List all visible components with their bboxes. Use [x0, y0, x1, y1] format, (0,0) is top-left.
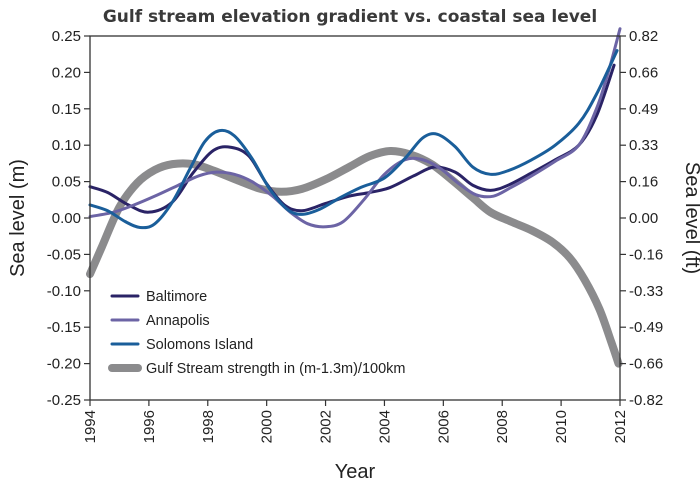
- y-tick-label-left: -0.05: [47, 246, 81, 263]
- legend-label: Gulf Stream strength in (m-1.3m)/100km: [146, 361, 405, 377]
- y-tick-label-left: 0.25: [52, 28, 81, 45]
- y-tick-label-right: -0.16: [629, 246, 663, 263]
- y-tick-label-left: 0.15: [52, 101, 81, 118]
- y-tick-label-left: 0.20: [52, 64, 81, 81]
- y-axis-title-right: Sea level (ft): [681, 162, 700, 274]
- series-line-baltimore: [88, 63, 616, 214]
- y-tick-label-left: 0.00: [52, 210, 81, 227]
- x-tick-label: 2010: [553, 410, 570, 443]
- y-tick-label-left: -0.15: [47, 319, 81, 336]
- x-tick-label: 2004: [376, 410, 393, 443]
- y-tick-label-right: 0.82: [629, 28, 658, 45]
- x-tick-label: 2012: [612, 410, 629, 443]
- y-tick-label-left: -0.25: [47, 392, 81, 409]
- y-tick-label-right: 0.66: [629, 64, 658, 81]
- y-tick-label-right: -0.33: [629, 283, 663, 300]
- series-line-solomons-island: [88, 49, 619, 230]
- y-tick-label-left: 0.05: [52, 174, 81, 191]
- x-tick-label: 2002: [318, 410, 335, 443]
- x-tick-label: 2000: [259, 410, 276, 443]
- series-line-gulf-stream-strength-in-m-1-3m-100km: [86, 147, 623, 368]
- y-tick-label-right: 0.49: [629, 101, 658, 118]
- y-tick-label-right: -0.66: [629, 356, 663, 373]
- y-tick-label-right: -0.82: [629, 392, 663, 409]
- legend-label: Baltimore: [146, 289, 207, 305]
- y-tick-label-right: 0.00: [629, 210, 658, 227]
- y-tick-label-right: 0.33: [629, 137, 658, 154]
- axis-ticks: 0.25 0.82 0.20 0.66 0.15 0.49 0.10 0.33 0.05 0.16…: [47, 28, 663, 443]
- x-axis-title: Year: [335, 461, 376, 483]
- y-axis-title-left: Sea level (m): [7, 159, 29, 277]
- series-lines: [86, 27, 623, 368]
- y-tick-label-right: 0.16: [629, 174, 658, 191]
- x-tick-label: 2006: [435, 410, 452, 443]
- legend-label: Annapolis: [146, 313, 210, 329]
- x-tick-label: 2008: [494, 410, 511, 443]
- x-tick-label: 1994: [82, 410, 99, 443]
- x-tick-label: 1996: [141, 410, 158, 443]
- legend-label: Solomons Island: [146, 337, 253, 353]
- y-tick-label-left: 0.10: [52, 137, 81, 154]
- series-line-annapolis: [88, 27, 622, 229]
- y-tick-label-right: -0.49: [629, 319, 663, 336]
- y-tick-label-left: -0.10: [47, 283, 81, 300]
- legend: Baltimore Annapolis Solomons Island Gulf St…: [108, 289, 405, 377]
- chart-title: Gulf stream elevation gradient vs. coast…: [103, 7, 597, 27]
- x-tick-label: 1998: [200, 410, 217, 443]
- y-tick-label-left: -0.20: [47, 356, 81, 373]
